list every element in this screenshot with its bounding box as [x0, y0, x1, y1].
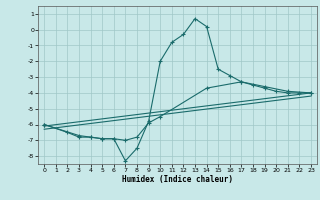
X-axis label: Humidex (Indice chaleur): Humidex (Indice chaleur)	[122, 175, 233, 184]
